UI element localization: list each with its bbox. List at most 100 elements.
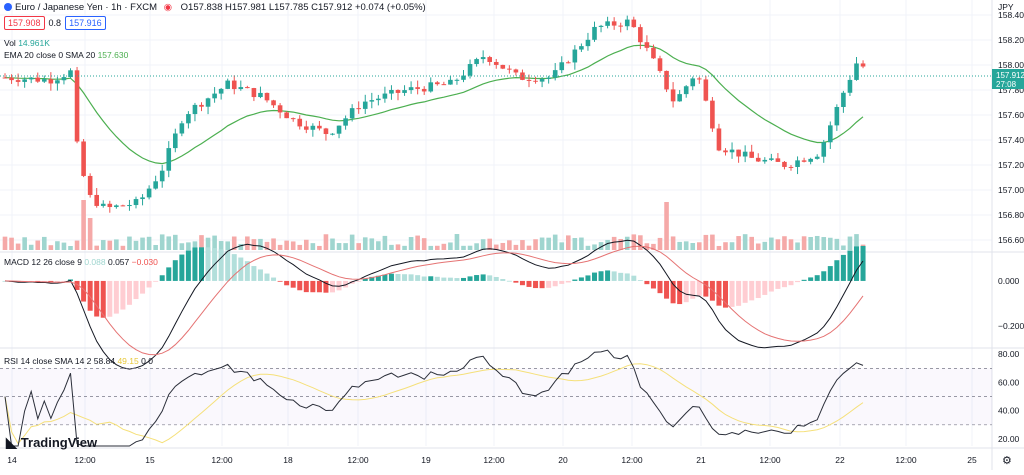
- volume-bar: [9, 237, 14, 250]
- candle-body: [114, 205, 119, 208]
- candle-body: [317, 125, 322, 129]
- macd-hist-bar: [860, 245, 866, 281]
- rsi-value: 58.84: [93, 356, 116, 366]
- candle-body: [362, 101, 368, 109]
- volume-bar: [808, 236, 813, 250]
- candle-body: [369, 100, 375, 102]
- volume-bar: [55, 241, 60, 250]
- macd-legend[interactable]: MACD 12 26 close 9 0.088 0.057 −0.030: [4, 257, 158, 267]
- candle-body: [755, 157, 761, 162]
- volume-bar: [290, 241, 296, 250]
- macd-hist-bar: [467, 276, 473, 281]
- vol-label: Vol: [4, 38, 16, 48]
- volume-bar: [218, 241, 224, 250]
- volume-bar: [657, 237, 663, 250]
- price-tick-label: 157.600: [998, 110, 1024, 120]
- vol-legend[interactable]: Vol 14.961K: [4, 38, 50, 48]
- macd-hist-bar: [709, 280, 715, 301]
- macd-hist-bar: [159, 275, 165, 281]
- volume-bar: [638, 235, 643, 250]
- volume-bar: [461, 245, 466, 250]
- candle-body: [821, 142, 827, 157]
- macd-hist-bar: [755, 280, 761, 299]
- candle-body: [507, 68, 512, 70]
- volume-bar: [349, 234, 355, 250]
- volume-bar: [598, 242, 604, 250]
- macd-hist-bar: [742, 280, 748, 303]
- volume-bar: [68, 245, 73, 250]
- macd-hist-bar: [605, 270, 611, 281]
- macd-hist-bar: [461, 277, 466, 281]
- candle-body: [703, 79, 709, 101]
- macd-signal-line: [4, 245, 864, 356]
- volume-bar: [146, 236, 152, 250]
- rsi-legend[interactable]: RSI 14 close SMA 14 2 58.84 49.15 0 0: [4, 356, 153, 366]
- buy-price-button[interactable]: 157.916: [65, 16, 106, 30]
- volume-bar: [87, 218, 93, 250]
- candle-body: [2, 77, 8, 79]
- settings-icon: ⚙: [1002, 455, 1012, 467]
- volume-bar: [507, 240, 512, 250]
- macd-hist-bar: [690, 280, 696, 299]
- volume-bar: [42, 236, 47, 250]
- candle-body: [356, 108, 361, 110]
- candle-body: [670, 89, 676, 102]
- rsi-ma-line: [4, 363, 864, 445]
- volume-bar: [186, 242, 191, 250]
- macd-hist-bar: [854, 246, 859, 281]
- macd-line-value: 0.057: [107, 257, 130, 267]
- candle-body: [860, 63, 866, 67]
- macd-hist-bar: [251, 266, 257, 281]
- volume-bar: [533, 239, 538, 250]
- volume-bar: [343, 243, 348, 250]
- rsi-line: [4, 349, 864, 447]
- candle-body: [28, 77, 34, 80]
- macd-hist-bar: [539, 280, 545, 289]
- macd-hist-bar: [716, 280, 722, 306]
- macd-hist-bar: [664, 280, 670, 299]
- volume-bar: [107, 240, 113, 250]
- volume-bar: [389, 244, 394, 250]
- sell-price-button[interactable]: 157.908: [4, 16, 45, 30]
- macd-hist-bar: [480, 274, 486, 281]
- macd-hist-bar: [199, 247, 204, 281]
- rsi-tick-label: 80.00: [998, 349, 1020, 359]
- macd-hist-bar: [140, 280, 146, 294]
- volume-bar: [520, 240, 525, 250]
- macd-hist-bar: [840, 254, 846, 281]
- macd-hist-bar: [257, 269, 263, 281]
- macd-hist-bar: [336, 280, 342, 291]
- candle-body: [651, 47, 656, 59]
- macd-hist-bar: [41, 280, 47, 282]
- candle-body: [598, 25, 604, 27]
- macd-hist-bar: [133, 280, 139, 300]
- macd-hist-bar: [297, 280, 303, 291]
- volume-bar: [264, 241, 270, 250]
- macd-hist-bar: [120, 280, 126, 310]
- volume-bar: [369, 238, 375, 250]
- ema-legend[interactable]: EMA 20 close 0 SMA 20 157.630: [4, 50, 128, 60]
- candle-body: [179, 123, 185, 134]
- vol-value: 14.961K: [18, 38, 50, 48]
- price-tick-label: 156.800: [998, 210, 1024, 220]
- volume-bar: [572, 238, 578, 250]
- macd-hist-bar: [781, 280, 787, 288]
- candle-body: [127, 205, 132, 207]
- candle-body: [690, 78, 696, 87]
- candle-body: [605, 21, 610, 26]
- macd-hist-bar: [644, 280, 650, 285]
- time-tick-label: 22: [835, 455, 845, 465]
- last-price-tag: [992, 69, 1024, 89]
- volume-bar: [271, 238, 276, 250]
- candle-body: [146, 188, 152, 198]
- candle-body: [133, 199, 139, 206]
- symbol-title[interactable]: Euro / Japanese Yen · 1h · FXCM: [15, 2, 158, 13]
- candle-body: [611, 21, 617, 26]
- candle-body: [389, 89, 394, 94]
- macd-hist-bar: [814, 275, 820, 281]
- tradingview-logo[interactable]: ◣ TradingView: [6, 434, 97, 451]
- candle-body: [487, 57, 492, 62]
- candle-body: [854, 63, 859, 80]
